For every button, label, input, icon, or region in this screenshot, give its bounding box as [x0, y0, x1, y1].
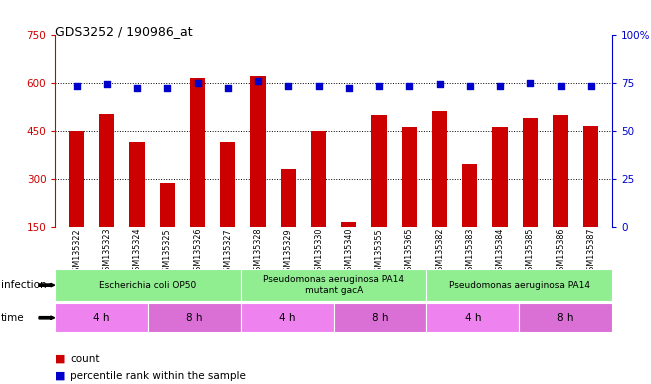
- Bar: [333, 303, 426, 332]
- Text: 8 h: 8 h: [186, 313, 202, 323]
- Point: [344, 85, 354, 91]
- Point: [192, 79, 202, 86]
- Bar: [402, 127, 417, 227]
- Text: percentile rank within the sample: percentile rank within the sample: [70, 371, 246, 381]
- Text: 4 h: 4 h: [94, 313, 110, 323]
- Bar: [220, 142, 235, 227]
- Bar: [130, 142, 145, 227]
- Bar: [69, 131, 84, 227]
- Point: [555, 83, 566, 89]
- Text: Pseudomonas aeruginosa PA14: Pseudomonas aeruginosa PA14: [449, 281, 590, 290]
- Point: [223, 85, 233, 91]
- Bar: [372, 114, 387, 227]
- Bar: [251, 76, 266, 227]
- Bar: [281, 169, 296, 227]
- Bar: [432, 111, 447, 227]
- Bar: [241, 303, 333, 332]
- Point: [253, 78, 263, 84]
- Bar: [148, 303, 241, 332]
- Point: [72, 83, 82, 89]
- Point: [495, 83, 505, 89]
- Bar: [519, 303, 612, 332]
- Bar: [241, 269, 426, 301]
- Point: [404, 83, 415, 89]
- Text: 8 h: 8 h: [557, 313, 574, 323]
- Point: [585, 83, 596, 89]
- Point: [283, 83, 294, 89]
- Bar: [99, 114, 115, 227]
- Bar: [523, 118, 538, 227]
- Point: [525, 79, 536, 86]
- Point: [434, 81, 445, 88]
- Point: [374, 83, 384, 89]
- Bar: [583, 126, 598, 227]
- Text: ■: ■: [55, 354, 66, 364]
- Bar: [190, 78, 205, 227]
- Bar: [462, 164, 477, 227]
- Text: Pseudomonas aeruginosa PA14
mutant gacA: Pseudomonas aeruginosa PA14 mutant gacA: [263, 275, 404, 295]
- Text: 4 h: 4 h: [279, 313, 296, 323]
- Bar: [492, 127, 508, 227]
- Point: [465, 83, 475, 89]
- Bar: [426, 269, 612, 301]
- Text: Escherichia coli OP50: Escherichia coli OP50: [100, 281, 197, 290]
- Bar: [55, 269, 241, 301]
- Text: 4 h: 4 h: [465, 313, 481, 323]
- Point: [162, 85, 173, 91]
- Bar: [311, 131, 326, 227]
- Text: count: count: [70, 354, 100, 364]
- Text: infection: infection: [1, 280, 46, 290]
- Text: ■: ■: [55, 371, 66, 381]
- Point: [313, 83, 324, 89]
- Bar: [426, 303, 519, 332]
- Point: [132, 85, 142, 91]
- Bar: [553, 114, 568, 227]
- Text: 8 h: 8 h: [372, 313, 388, 323]
- Bar: [159, 184, 175, 227]
- Bar: [55, 303, 148, 332]
- Point: [102, 81, 112, 88]
- Bar: [341, 222, 356, 227]
- Text: GDS3252 / 190986_at: GDS3252 / 190986_at: [55, 25, 193, 38]
- Text: time: time: [1, 313, 24, 323]
